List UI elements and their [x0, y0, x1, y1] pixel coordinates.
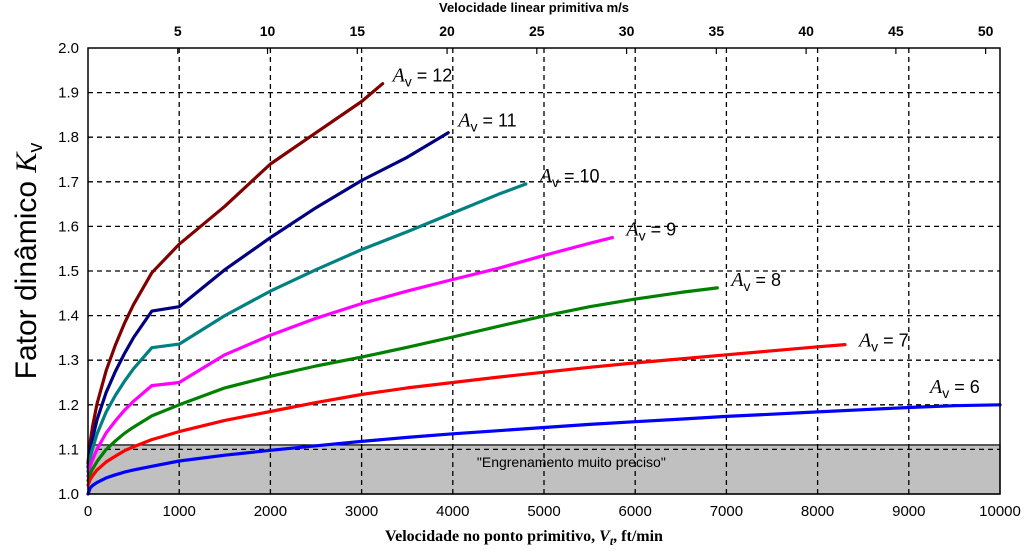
- series-line: [86, 403, 1002, 496]
- x2-tick-label: 5: [174, 23, 182, 39]
- x2-tick-label: 35: [709, 23, 725, 39]
- series-line: [86, 82, 385, 465]
- series-line: [86, 286, 719, 483]
- y-tick-label: 1.2: [58, 397, 79, 414]
- series-label: Av = 6: [928, 376, 980, 401]
- x-tick-label: 5000: [527, 503, 560, 520]
- x-tick-label: 7000: [710, 503, 743, 520]
- y-tick-label: 1.5: [58, 263, 79, 280]
- x-tick-label: 8000: [801, 503, 834, 520]
- series-label: Av = 11: [456, 110, 516, 135]
- y-tick-label: 1.0: [58, 486, 79, 503]
- x2-tick-label: 45: [888, 23, 904, 39]
- x2-tick-label: 40: [798, 23, 814, 39]
- x2-tick-label: 10: [260, 23, 276, 39]
- series-line: [86, 182, 528, 474]
- series-line: [86, 343, 847, 487]
- x2-tick-label: 50: [978, 23, 994, 39]
- series-label: Av = 10: [538, 165, 600, 190]
- series-line: [86, 131, 450, 469]
- x2-axis-title: Velocidade linear primitiva m/s: [439, 0, 629, 15]
- series-label: Av = 8: [729, 269, 781, 294]
- y-tick-label: 2.0: [58, 40, 79, 57]
- series-line: [86, 236, 614, 478]
- x-tick-label: 2000: [254, 503, 287, 520]
- y-tick-label: 1.1: [58, 441, 79, 458]
- y-tick-label: 1.6: [58, 218, 79, 235]
- grid-layer: [88, 48, 1000, 494]
- frame-layer: [87, 47, 1001, 495]
- shaded-region-label: "Engrenamento muito preciso": [477, 454, 666, 470]
- y-tick-label: 1.7: [58, 174, 79, 191]
- x-tick-label: 0: [84, 503, 92, 520]
- shaded-region-layer: "Engrenamento muito preciso": [87, 444, 1001, 495]
- series-label: Av = 7: [857, 330, 909, 355]
- plot-frame: [87, 47, 1001, 495]
- y-axis-title: Fator dinâmico Kv: [10, 143, 47, 380]
- x2-tick-label: 25: [529, 23, 545, 39]
- x-axis-title: Velocidade no ponto primitivo, Vt, ft/mi…: [385, 528, 663, 548]
- x-tick-label: 10000: [979, 503, 1021, 520]
- x-tick-label: 1000: [163, 503, 196, 520]
- x2-tick-label: 20: [439, 23, 455, 39]
- series-label: Av = 9: [624, 219, 676, 244]
- label-layer: 1.0 1.1 1.2 1.3 1.4 1.5 1.6 1.7 1.8 1.9 2.0 0 1000 20…: [10, 0, 1021, 548]
- series-layer: [86, 82, 1002, 496]
- y-tick-label: 1.8: [58, 129, 79, 146]
- x-tick-label: 9000: [892, 503, 925, 520]
- y-tick-label: 1.4: [58, 308, 79, 325]
- y-tick-label: 1.9: [58, 85, 79, 102]
- series-label: Av = 12: [391, 65, 453, 90]
- x-tick-label: 4000: [436, 503, 469, 520]
- x-tick-label: 6000: [619, 503, 652, 520]
- y-tick-label: 1.3: [58, 352, 79, 369]
- x2-tick-label: 30: [619, 23, 635, 39]
- x2-tick-label: 15: [350, 23, 366, 39]
- x-tick-label: 3000: [345, 503, 378, 520]
